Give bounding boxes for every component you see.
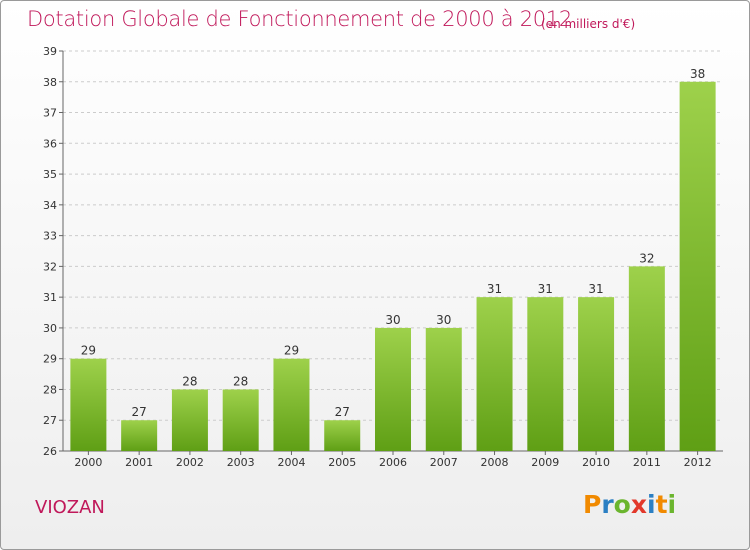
- bar: [425, 327, 462, 451]
- chart-title: Dotation Globale de Fonctionnement de 20…: [27, 7, 572, 31]
- x-tick-label: 2009: [531, 456, 559, 469]
- y-tick-label: 36: [43, 137, 57, 150]
- y-tick-label: 33: [43, 230, 57, 243]
- y-tick-label: 38: [43, 76, 57, 89]
- y-tick-label: 32: [43, 260, 57, 273]
- data-label: 28: [182, 374, 197, 388]
- y-tick-label: 39: [43, 45, 57, 58]
- labels: 29 27 28 28 29 27 30 30 31 31 31 32 38: [81, 67, 706, 419]
- x-tick-label: 2001: [125, 456, 153, 469]
- logo-letter: i: [667, 490, 677, 519]
- logo-letter: i: [647, 490, 656, 519]
- data-label: 31: [538, 282, 553, 296]
- proxiti-logo[interactable]: Proxiti: [583, 490, 676, 519]
- x-tick-label: 2003: [227, 456, 255, 469]
- y-tick-label: 29: [43, 353, 57, 366]
- y-tick-label: 27: [43, 414, 57, 427]
- data-label: 30: [436, 313, 451, 327]
- bar: [324, 420, 361, 451]
- x-tick-label: 2006: [379, 456, 407, 469]
- y-tick-label: 28: [43, 383, 57, 396]
- logo-letter: o: [613, 490, 631, 519]
- bar: [375, 327, 411, 451]
- x-tick-label: 2007: [430, 456, 458, 469]
- y-tick-label: 30: [43, 322, 57, 335]
- bar: [628, 266, 665, 451]
- bar: [121, 420, 158, 451]
- data-label: 27: [335, 405, 350, 419]
- bar: [527, 297, 564, 451]
- data-label: 31: [487, 282, 502, 296]
- bar: [171, 389, 208, 451]
- data-label: 27: [132, 405, 147, 419]
- logo-letter: r: [601, 490, 614, 519]
- bar: [222, 389, 259, 451]
- data-label: 32: [639, 251, 654, 265]
- data-label: 29: [284, 344, 299, 358]
- x-tick-label: 2012: [684, 456, 712, 469]
- logo-letter: t: [655, 490, 668, 519]
- chart-subtitle: (en milliers d'€): [541, 17, 636, 31]
- x-tick-label: 2008: [481, 456, 509, 469]
- data-label: 31: [588, 282, 603, 296]
- x-tick-label: 2004: [277, 456, 305, 469]
- bar: [273, 358, 310, 451]
- y-tick-label: 31: [43, 291, 57, 304]
- y-tick-label: 35: [43, 168, 57, 181]
- x-tick-label: 2000: [74, 456, 102, 469]
- y-tick-label: 34: [43, 199, 57, 212]
- data-label: 28: [233, 374, 248, 388]
- data-label: 29: [81, 344, 96, 358]
- logo-letter: x: [630, 490, 647, 519]
- x-tick-label: 2005: [328, 456, 356, 469]
- x-tick-label: 2010: [582, 456, 610, 469]
- y-tick-label: 26: [43, 445, 57, 458]
- logo-letter: P: [583, 490, 602, 519]
- bar: [679, 81, 716, 452]
- y-tick-label: 37: [43, 107, 57, 120]
- x-tick-label: 2011: [633, 456, 661, 469]
- bar: [578, 297, 615, 451]
- data-label: 30: [385, 313, 400, 327]
- bars: [70, 81, 716, 452]
- commune-name: VIOZAN: [35, 497, 105, 518]
- axes: 26 27 28 29 30 31 32 33 34 35 36 37 38 39 2000 2001 2002…: [43, 45, 723, 469]
- bar: [70, 358, 107, 451]
- x-tick-label: 2002: [176, 456, 204, 469]
- bar: [476, 297, 513, 451]
- data-label: 38: [690, 67, 705, 81]
